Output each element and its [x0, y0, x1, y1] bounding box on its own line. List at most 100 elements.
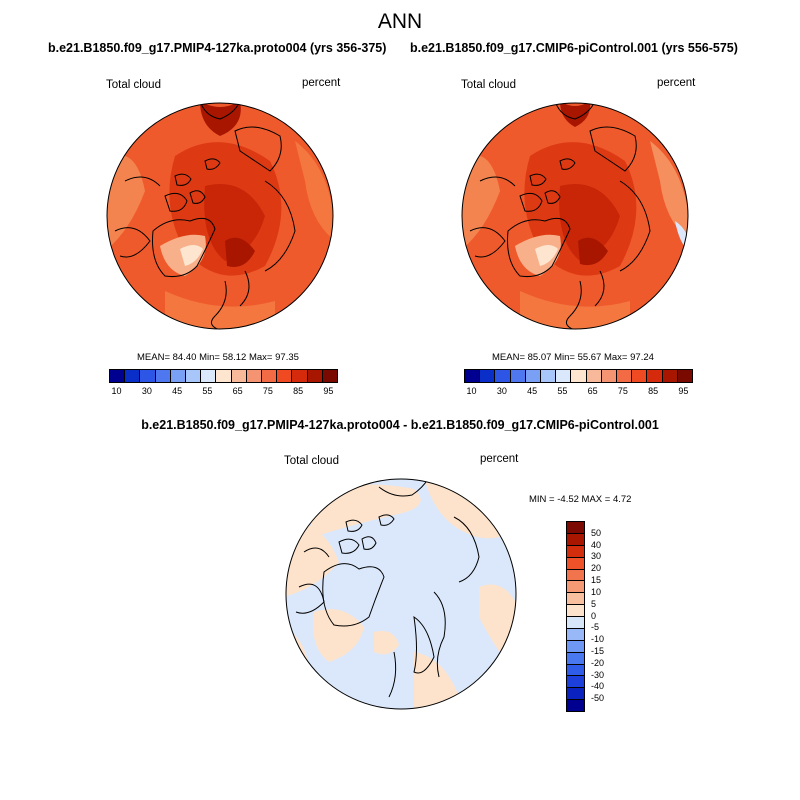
- colorbar-swatch: [586, 370, 602, 382]
- panel1-min-value: 58.12: [222, 352, 247, 363]
- panel2-max-value: 97.24: [630, 352, 654, 363]
- panel1-variable-label: Total cloud: [106, 79, 161, 91]
- diff-colorbar-tick-label: -5: [591, 622, 600, 633]
- colorbar-tick-label: 75: [262, 386, 273, 396]
- diff-colorbar-tick-label: 30: [591, 551, 602, 562]
- diff-colorbar-swatch: [567, 628, 584, 641]
- diff-max-label: MAX =: [581, 494, 611, 505]
- diff-colorbar-tick-label: 5: [591, 598, 597, 609]
- colorbar-tick-label: 95: [678, 386, 689, 396]
- panel2-mean-label: MEAN=: [492, 352, 525, 363]
- colorbar-swatch: [465, 370, 481, 382]
- diff-colorbar-tick-label: -10: [591, 634, 605, 645]
- diff-colorbar-swatch: [567, 664, 584, 677]
- panel1-min-label: Min=: [199, 352, 220, 363]
- diff-colorbar-tick-label: 20: [591, 563, 602, 574]
- colorbar-tick-label: 65: [232, 386, 243, 396]
- colorbar-swatch: [170, 370, 187, 382]
- diff-colorbar-swatch: [567, 652, 584, 665]
- diff-stats: MIN = -4.52 MAX = 4.72: [529, 494, 631, 505]
- diff-colorbar-swatch: [567, 581, 584, 594]
- colorbar-swatch: [556, 370, 572, 382]
- colorbar-swatch: [541, 370, 557, 382]
- panel2-variable-label: Total cloud: [461, 79, 516, 91]
- diff-colorbar: [566, 521, 585, 712]
- diff-colorbar-swatch: [567, 522, 584, 534]
- panel1-colorbar-ticks: 10 30 45 55 65 75 85 95: [109, 386, 336, 398]
- panel2-colorbar: [464, 369, 693, 383]
- panel1-colorbar: [109, 369, 338, 383]
- colorbar-swatch: [322, 370, 338, 382]
- colorbar-tick-label: 85: [293, 386, 304, 396]
- diff-colorbar-swatch: [567, 676, 584, 689]
- diff-title: b.e21.B1850.f09_g17.PMIP4-127ka.proto004…: [141, 418, 659, 432]
- diff-colorbar-tick-label: 0: [591, 610, 597, 621]
- diff-colorbar-swatch: [567, 593, 584, 606]
- colorbar-tick-label: 55: [557, 386, 568, 396]
- colorbar-swatch: [262, 370, 278, 382]
- colorbar-swatch: [480, 370, 496, 382]
- diff-colorbar-swatch: [567, 688, 584, 701]
- colorbar-tick-label: 55: [202, 386, 213, 396]
- colorbar-swatch: [510, 370, 526, 382]
- diff-min-label: MIN =: [529, 494, 555, 505]
- colorbar-swatch: [186, 370, 202, 382]
- diff-colorbar-swatch: [567, 700, 584, 711]
- colorbar-swatch: [617, 370, 633, 382]
- diff-colorbar-tick-label: 15: [591, 575, 602, 586]
- diff-colorbar-ticks: 50 40 30 20 15 10 5 0 -5 -10 -15 -20 -30 -40 -50: [591, 521, 621, 710]
- colorbar-tick-label: 10: [111, 386, 122, 396]
- colorbar-swatch: [155, 370, 171, 382]
- colorbar-tick-label: 75: [617, 386, 628, 396]
- diff-colorbar-swatch: [567, 533, 584, 546]
- diff-colorbar-tick-label: 50: [591, 527, 602, 538]
- panel1-polar-map: [106, 102, 334, 330]
- colorbar-tick-label: 85: [648, 386, 659, 396]
- panel2-min-label: Min=: [554, 352, 575, 363]
- diff-variable-label: Total cloud: [284, 455, 339, 467]
- panel1-max-label: Max=: [248, 352, 273, 363]
- diff-colorbar-tick-label: 10: [591, 586, 602, 597]
- figure-title: ANN: [377, 10, 423, 33]
- panel2-case-title: b.e21.B1850.f09_g17.CMIP6-piControl.001 …: [410, 41, 738, 55]
- colorbar-tick-label: 65: [587, 386, 598, 396]
- panel2-units-label: percent: [657, 77, 696, 89]
- diff-colorbar-tick-label: 40: [591, 539, 602, 550]
- panel1-max-value: 97.35: [275, 352, 299, 363]
- colorbar-swatch: [216, 370, 232, 382]
- panel2-max-label: Max=: [603, 352, 628, 363]
- colorbar-swatch: [277, 370, 293, 382]
- panel2-colorbar-ticks: 10 30 45 55 65 75 85 95: [464, 386, 691, 398]
- diff-colorbar-swatch: [567, 569, 584, 582]
- panel1-case-title: b.e21.B1850.f09_g17.PMIP4-127ka.proto004…: [48, 41, 387, 55]
- colorbar-swatch: [292, 370, 308, 382]
- diff-colorbar-swatch: [567, 605, 584, 617]
- colorbar-swatch: [307, 370, 323, 382]
- colorbar-swatch: [495, 370, 511, 382]
- colorbar-swatch: [662, 370, 678, 382]
- colorbar-swatch: [632, 370, 648, 382]
- colorbar-tick-label: 45: [527, 386, 538, 396]
- colorbar-swatch: [677, 370, 693, 382]
- colorbar-swatch: [647, 370, 663, 382]
- panel2-stats: MEAN= 85.07 Min= 55.67 Max= 97.24: [492, 352, 654, 363]
- colorbar-tick-label: 30: [496, 386, 507, 396]
- colorbar-swatch: [201, 370, 217, 382]
- panel1-units-label: percent: [302, 77, 341, 89]
- diff-polar-map: [285, 478, 517, 710]
- colorbar-swatch: [246, 370, 263, 382]
- panel1-mean-label: MEAN=: [137, 352, 170, 363]
- diff-colorbar-swatch: [567, 545, 584, 558]
- colorbar-swatch: [571, 370, 587, 382]
- colorbar-swatch: [231, 370, 247, 382]
- diff-max-value: 4.72: [612, 494, 632, 505]
- panel2-mean-value: 85.07: [527, 352, 552, 363]
- colorbar-swatch: [140, 370, 156, 382]
- colorbar-swatch: [601, 370, 618, 382]
- colorbar-swatch: [525, 370, 542, 382]
- colorbar-swatch: [125, 370, 141, 382]
- diff-colorbar-tick-label: -40: [591, 681, 605, 692]
- diff-min-value: -4.52: [557, 494, 579, 505]
- diff-colorbar-swatch: [567, 617, 584, 629]
- diff-colorbar-tick-label: -15: [591, 645, 605, 656]
